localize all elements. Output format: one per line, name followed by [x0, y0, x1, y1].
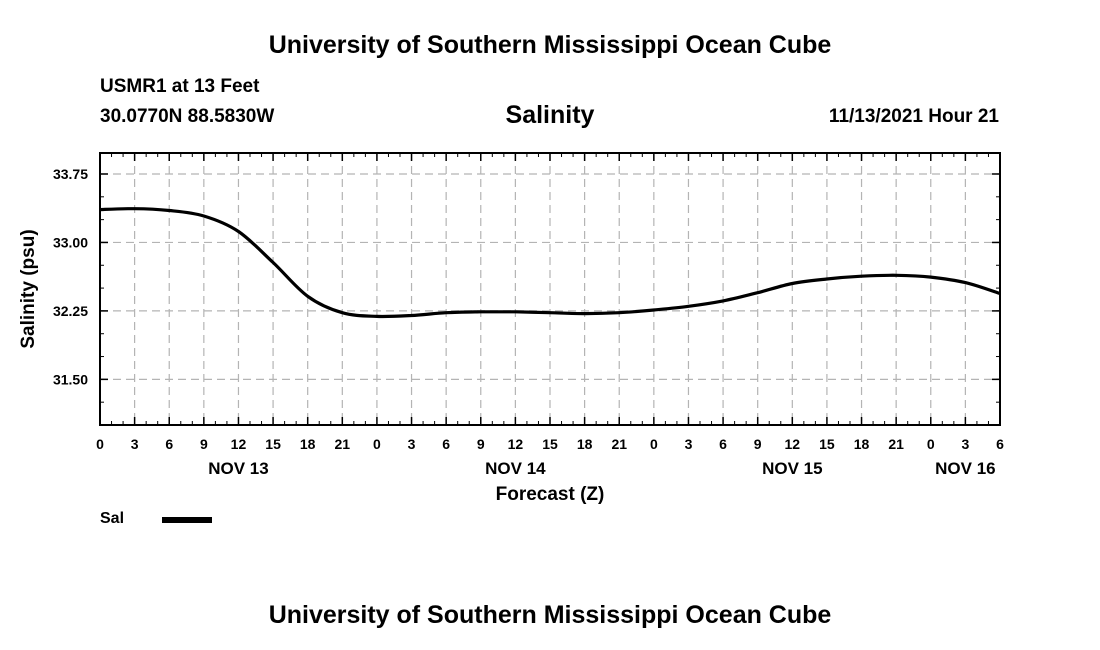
run-time-label: 11/13/2021 Hour 21 [828, 106, 999, 127]
y-tick-label: 33.75 [53, 166, 88, 182]
x-tick-label: 21 [335, 436, 351, 452]
station-label: USMR1 at 13 Feet [100, 76, 260, 97]
x-tick-label: 12 [785, 436, 801, 452]
date-label: NOV 15 [762, 459, 822, 478]
coordinates-label: 30.0770N 88.5830W [100, 106, 275, 127]
x-tick-label: 21 [611, 436, 627, 452]
y-tick-label: 32.25 [53, 303, 88, 319]
chart-variable-title: Salinity [505, 101, 595, 129]
x-tick-label: 3 [685, 436, 693, 452]
x-tick-label: 3 [961, 436, 969, 452]
x-tick-label: 9 [200, 436, 208, 452]
y-axis-label: Salinity (psu) [18, 229, 39, 348]
x-tick-label: 12 [508, 436, 524, 452]
date-label: NOV 14 [485, 459, 546, 478]
date-label: NOV 13 [208, 459, 268, 478]
x-tick-label: 6 [719, 436, 727, 452]
footer-title: University of Southern Mississippi Ocean… [268, 601, 832, 629]
x-tick-label: 12 [231, 436, 247, 452]
x-tick-label: 15 [265, 436, 281, 452]
x-tick-label: 15 [819, 436, 835, 452]
x-tick-label: 18 [854, 436, 870, 452]
x-tick-label: 18 [300, 436, 316, 452]
legend-label-sal: Sal [100, 510, 125, 527]
label-layer: 0 3 6 9 12 15 18 21 0 3 6 9 12 15 18 21 0 3 6 9 12 15 18 21 0 3 6 3… [18, 166, 1004, 505]
x-tick-label: 0 [650, 436, 658, 452]
x-tick-label: 9 [754, 436, 762, 452]
x-tick-label: 9 [477, 436, 485, 452]
x-tick-label: 0 [96, 436, 104, 452]
x-tick-label: 6 [165, 436, 173, 452]
x-tick-label: 15 [542, 436, 558, 452]
x-tick-label: 6 [442, 436, 450, 452]
y-tick-label: 31.50 [53, 371, 88, 387]
x-tick-label: 0 [927, 436, 935, 452]
x-tick-label: 3 [408, 436, 416, 452]
x-axis-label: Forecast (Z) [496, 484, 605, 505]
date-label: NOV 16 [935, 459, 995, 478]
tick-layer [99, 153, 1001, 426]
x-tick-label: 18 [577, 436, 593, 452]
x-tick-label: 6 [996, 436, 1004, 452]
chart-main-title: University of Southern Mississippi Ocean… [268, 31, 832, 59]
x-tick-label: 0 [373, 436, 381, 452]
x-tick-label: 3 [131, 436, 139, 452]
legend-swatch-sal [162, 517, 212, 523]
y-tick-label: 33.00 [53, 234, 88, 250]
grid-layer [100, 153, 1000, 425]
x-tick-label: 21 [888, 436, 904, 452]
